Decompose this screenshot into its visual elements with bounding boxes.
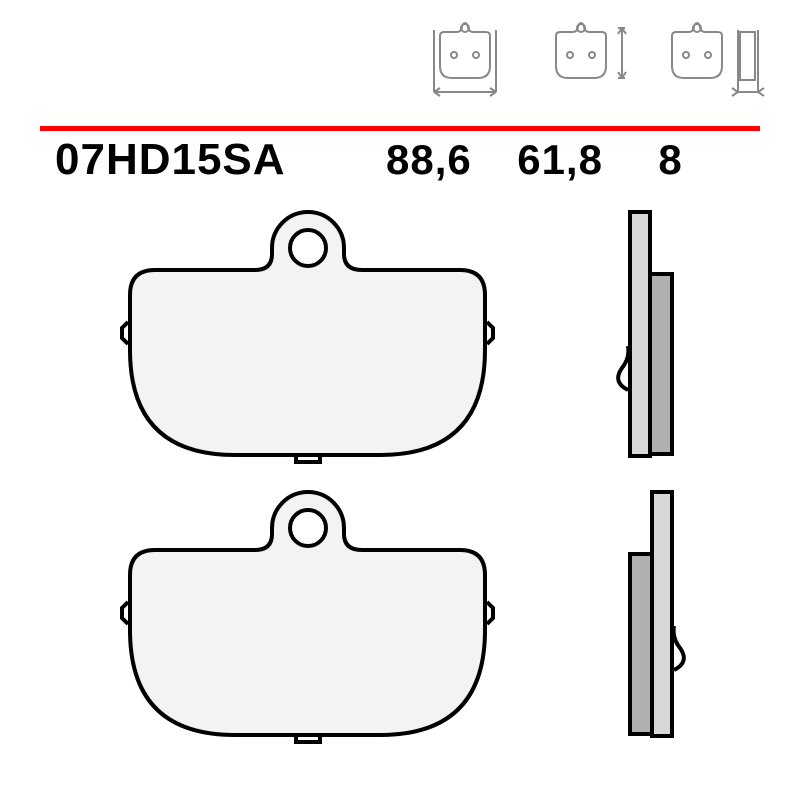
width-dimension-icon xyxy=(420,20,510,105)
dimension-thickness: 8 xyxy=(658,136,682,184)
thickness-dimension-icon xyxy=(660,20,775,105)
dimension-legend xyxy=(420,20,775,105)
brake-pad-face-top xyxy=(122,212,493,462)
height-dimension-icon xyxy=(540,20,630,105)
technical-drawing xyxy=(70,200,750,785)
brake-pad-side-bottom xyxy=(630,492,684,736)
spec-row: 07HD15SA 88,6 61,8 8 xyxy=(55,135,683,185)
brake-pad-face-bottom xyxy=(122,492,493,742)
dimension-height: 61,8 xyxy=(517,136,603,184)
accent-divider xyxy=(40,118,760,123)
brake-pad-side-top xyxy=(618,212,672,456)
dimension-width: 88,6 xyxy=(386,136,472,184)
part-number: 07HD15SA xyxy=(55,135,286,185)
